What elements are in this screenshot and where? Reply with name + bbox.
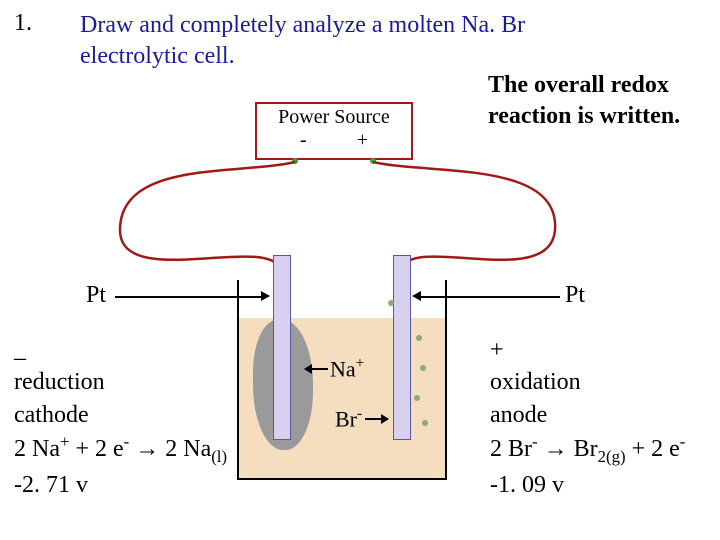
- left-sign: _: [14, 334, 227, 366]
- electrode-left-front: [273, 255, 291, 440]
- right-sign: +: [490, 334, 685, 366]
- br-bubble: [420, 365, 426, 371]
- left-pt-arrow: [115, 296, 263, 298]
- right-l2: anode: [490, 399, 685, 431]
- ion-na-label: Na+: [330, 355, 364, 382]
- right-pt-arrow: [420, 296, 560, 298]
- ion-br-label: Br-: [335, 405, 362, 432]
- anode-block: + oxidation anode 2 Br- → Br2(g) + 2 e- …: [490, 334, 685, 501]
- br-bubble: [416, 335, 422, 341]
- left-pt-arrow-head: [261, 291, 270, 301]
- right-volt: -1. 09 v: [490, 469, 685, 501]
- left-pt-label: Pt: [86, 282, 106, 309]
- cathode-block: _ reduction cathode 2 Na+ + 2 e- → 2 Na(…: [14, 334, 227, 501]
- left-volt: -2. 71 v: [14, 469, 227, 501]
- left-eq: 2 Na+ + 2 e- → 2 Na(l): [14, 431, 227, 468]
- right-pt-arrow-head: [412, 291, 421, 301]
- br-text: Br: [335, 406, 357, 431]
- br-bubble: [414, 395, 420, 401]
- left-l1: reduction: [14, 366, 227, 398]
- br-arrow-head: [381, 414, 389, 424]
- left-l2: cathode: [14, 399, 227, 431]
- right-eq: 2 Br- → Br2(g) + 2 e-: [490, 431, 685, 468]
- right-pt-label: Pt: [565, 282, 585, 309]
- na-arrow-head: [304, 364, 312, 374]
- na-sup: +: [356, 355, 365, 372]
- br-sup: -: [357, 405, 362, 422]
- right-l1: oxidation: [490, 366, 685, 398]
- na-text: Na: [330, 356, 356, 381]
- br-bubble: [422, 420, 428, 426]
- electrode-right: [393, 255, 411, 440]
- br-bubble: [388, 300, 394, 306]
- na-arrow: [310, 368, 328, 370]
